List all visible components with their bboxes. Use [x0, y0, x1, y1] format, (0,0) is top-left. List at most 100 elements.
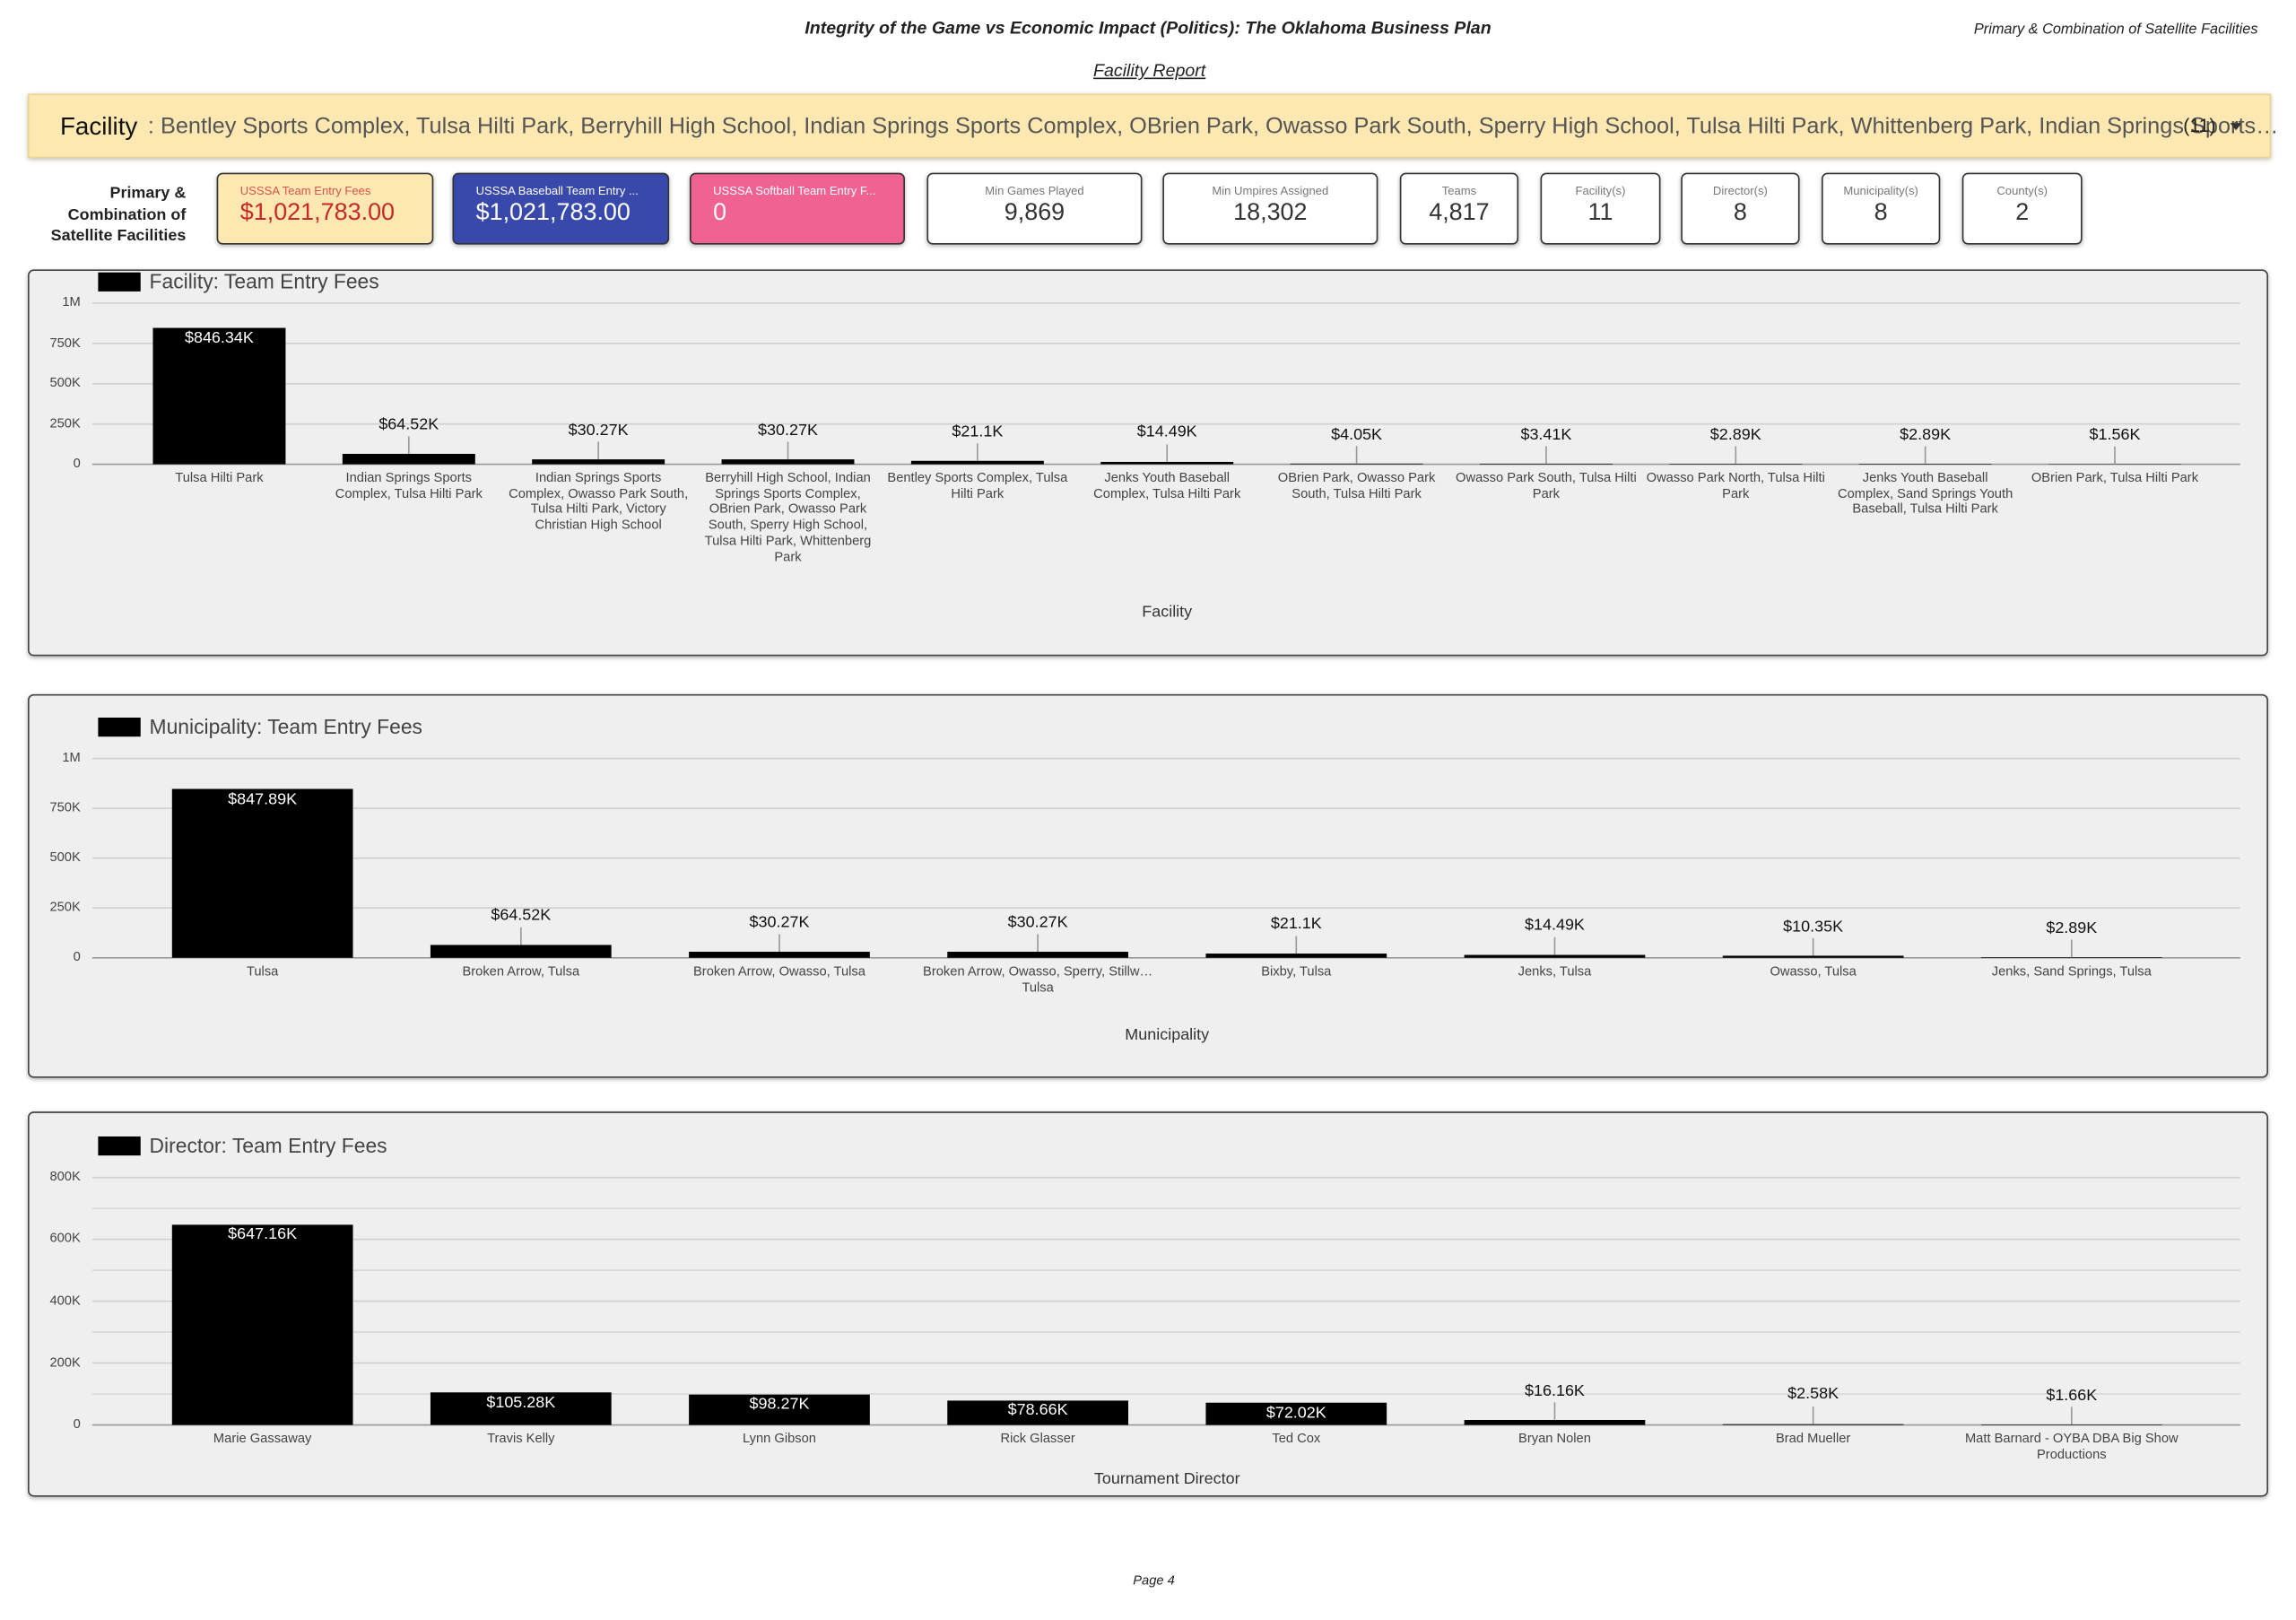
kpi-value: 8 — [1874, 199, 1888, 226]
x-tick-label: Marie Gassaway — [213, 1431, 312, 1446]
x-tick-label: OBrien Park, Tulsa Hilti Park — [2031, 470, 2199, 485]
legend-swatch — [98, 717, 141, 737]
kpi-card: Director(s) 8 — [1681, 172, 1800, 245]
bar — [721, 459, 855, 465]
kpi-value: 9,869 — [1004, 199, 1065, 226]
x-tick-label: Brad Mueller — [1775, 1431, 1851, 1446]
bar — [947, 952, 1128, 958]
kpi-card: Teams 4,817 — [1399, 172, 1519, 245]
x-tick-label: Lynn Gibson — [742, 1431, 816, 1446]
bar — [689, 1394, 870, 1425]
x-tick-label: Jenks, Sand Springs, Tulsa — [1991, 963, 2152, 979]
bar — [171, 788, 353, 958]
y-tick-label: 250K — [49, 899, 81, 914]
data-label: $105.28K — [486, 1393, 556, 1412]
x-tick-label: Berryhill High School, Indian Springs Sp… — [704, 470, 872, 563]
x-axis-title: Facility — [1142, 603, 1193, 622]
legend-label: Facility: Team Entry Fees — [149, 269, 379, 293]
data-label: $78.66K — [1007, 1402, 1068, 1420]
bar — [947, 1400, 1128, 1425]
x-tick-label: Ted Cox — [1272, 1431, 1321, 1446]
bar — [1290, 463, 1423, 465]
x-tick-label: Tulsa — [246, 963, 279, 979]
bar — [1205, 954, 1387, 958]
bar — [1100, 461, 1234, 465]
kpi-value: 8 — [1733, 199, 1747, 226]
data-label: $30.27K — [568, 421, 629, 440]
data-label: $647.16K — [228, 1225, 298, 1244]
bar — [689, 952, 870, 958]
y-tick-label: 800K — [49, 1168, 81, 1184]
data-label: $72.02K — [1265, 1404, 1326, 1422]
y-tick-label: 0 — [73, 948, 81, 964]
filter-value: : Bentley Sports Complex, Tulsa Hilti Pa… — [147, 114, 2279, 140]
data-label: $21.1K — [952, 422, 1004, 440]
data-label: $14.49K — [1524, 917, 1585, 935]
y-tick-label: 1M — [62, 294, 81, 309]
legend-swatch — [98, 1136, 141, 1156]
y-tick-label: 500K — [49, 374, 81, 390]
data-label: $2.58K — [1787, 1386, 1839, 1404]
kpi-heading: Primary & Combination of Satellite Facil… — [50, 184, 187, 245]
data-label: $30.27K — [749, 913, 810, 932]
y-tick-label: 250K — [49, 414, 81, 431]
kpi-card: Min Games Played 9,869 — [926, 172, 1143, 245]
data-label: $2.89K — [2046, 919, 2098, 937]
y-tick-label: 400K — [49, 1292, 81, 1308]
dropdown-arrow[interactable] — [2230, 123, 2242, 131]
y-tick-label: 600K — [49, 1230, 81, 1246]
report-subtitle: Primary & Combination of Satellite Facil… — [1973, 22, 2258, 39]
data-label: $846.34K — [184, 329, 254, 347]
kpi-label: Municipality(s) — [1843, 184, 1918, 198]
kpi-value: 4,817 — [1429, 199, 1490, 226]
bar — [532, 459, 665, 465]
x-tick-label: Rick Glasser — [1000, 1431, 1075, 1446]
bar — [342, 453, 475, 465]
filter-count: (11) — [2183, 114, 2216, 136]
kpi-value: 2 — [2015, 199, 2030, 226]
kpi-card: Municipality(s) 8 — [1822, 172, 1941, 245]
bar — [1669, 464, 1803, 465]
y-tick-label: 750K — [49, 335, 81, 350]
bar — [1205, 1402, 1387, 1425]
x-tick-label: Jenks Youth Baseball Complex, Sand Sprin… — [1838, 470, 2013, 517]
data-label: $1.56K — [2089, 425, 2141, 444]
kpi-label: Director(s) — [1712, 184, 1768, 198]
bar — [430, 1392, 612, 1425]
legend-swatch — [98, 272, 141, 292]
x-tick-label: OBrien Park, Owasso Park South, Tulsa Hi… — [1277, 470, 1436, 501]
kpi-label: Facility(s) — [1575, 184, 1626, 198]
bar — [910, 460, 1044, 465]
kpi-card: County(s) 2 — [1961, 172, 2083, 245]
facility-filter[interactable]: Facility : Bentley Sports Complex, Tulsa… — [28, 93, 2278, 159]
bar — [1479, 463, 1613, 465]
x-tick-label: Broken Arrow, Owasso, Tulsa — [693, 963, 865, 979]
y-tick-label: 750K — [49, 799, 81, 814]
kpi-card: Facility(s) 11 — [1540, 172, 1661, 245]
data-label: $16.16K — [1524, 1381, 1585, 1400]
x-tick-label: Indian Springs Sports Complex, Tulsa Hil… — [335, 470, 483, 501]
bar — [1722, 1424, 1904, 1425]
x-tick-label: Jenks Youth Baseball Complex, Tulsa Hilt… — [1093, 470, 1241, 501]
legend-label: Director: Team Entry Fees — [149, 1133, 387, 1157]
data-label: $3.41K — [1520, 425, 1572, 444]
data-label: $21.1K — [1270, 915, 1322, 934]
data-label: $847.89K — [228, 790, 298, 808]
x-tick-label: Broken Arrow, Tulsa — [462, 963, 580, 979]
kpi-label: USSSA Baseball Team Entry ... — [475, 184, 639, 198]
data-label: $1.66K — [2046, 1386, 2098, 1405]
x-tick-label: Bryan Nolen — [1518, 1431, 1591, 1446]
kpi-value: 0 — [713, 199, 727, 226]
data-label: $2.89K — [1709, 425, 1761, 444]
chart-panel — [28, 1111, 2268, 1497]
x-tick-label: Jenks, Tulsa — [1518, 963, 1592, 979]
kpi-label: Teams — [1441, 184, 1477, 198]
data-label: $64.52K — [491, 906, 552, 925]
x-tick-label: Broken Arrow, Owasso, Sperry, Stillw… Tu… — [923, 963, 1153, 995]
y-tick-label: 0 — [73, 455, 81, 471]
x-tick-label: Owasso, Tulsa — [1770, 963, 1857, 979]
bar — [171, 1224, 353, 1425]
y-tick-label: 0 — [73, 1415, 81, 1432]
